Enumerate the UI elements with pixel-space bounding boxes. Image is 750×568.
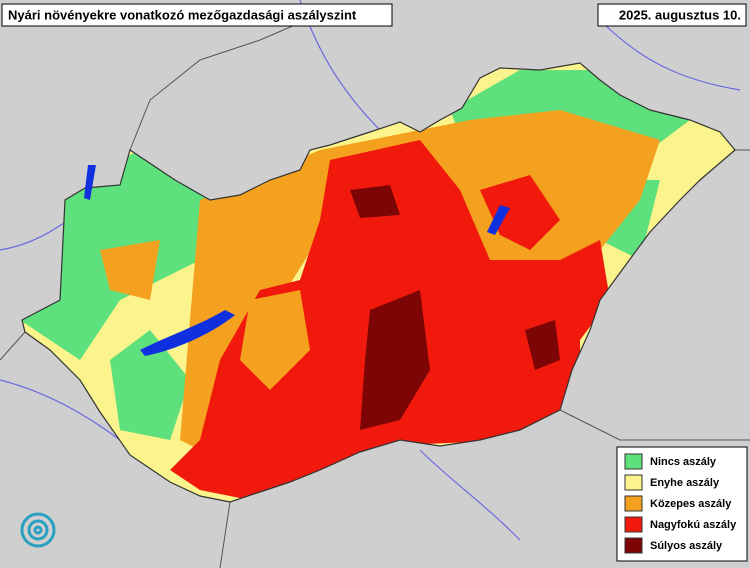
legend-label: Enyhe aszály <box>650 477 720 489</box>
legend-label: Közepes aszály <box>650 498 732 510</box>
lake-ferto <box>84 165 96 200</box>
legend-swatch <box>624 516 643 533</box>
legend-label: Nincs aszály <box>650 456 717 468</box>
date-box <box>597 3 747 27</box>
legend-label: Súlyos aszály <box>650 540 723 552</box>
title-box <box>1 3 393 27</box>
legend-swatch <box>624 537 643 554</box>
legend-label: Nagyfokú aszály <box>650 519 737 531</box>
legend: Nincs aszály Enyhe aszály Közepes aszály Na… <box>624 453 737 554</box>
legend-swatch <box>624 495 643 512</box>
logo <box>20 512 56 548</box>
map-title: Nyári növényekre vonatkozó mezőgazdasági… <box>8 7 357 22</box>
map-date: 2025. augusztus 10. <box>619 7 741 22</box>
borders <box>0 9 750 568</box>
lake-tisza <box>487 205 510 235</box>
lake-balaton <box>140 310 235 356</box>
legend-swatch <box>624 474 643 491</box>
legend-swatch <box>624 453 643 470</box>
country-outline <box>21 62 736 503</box>
